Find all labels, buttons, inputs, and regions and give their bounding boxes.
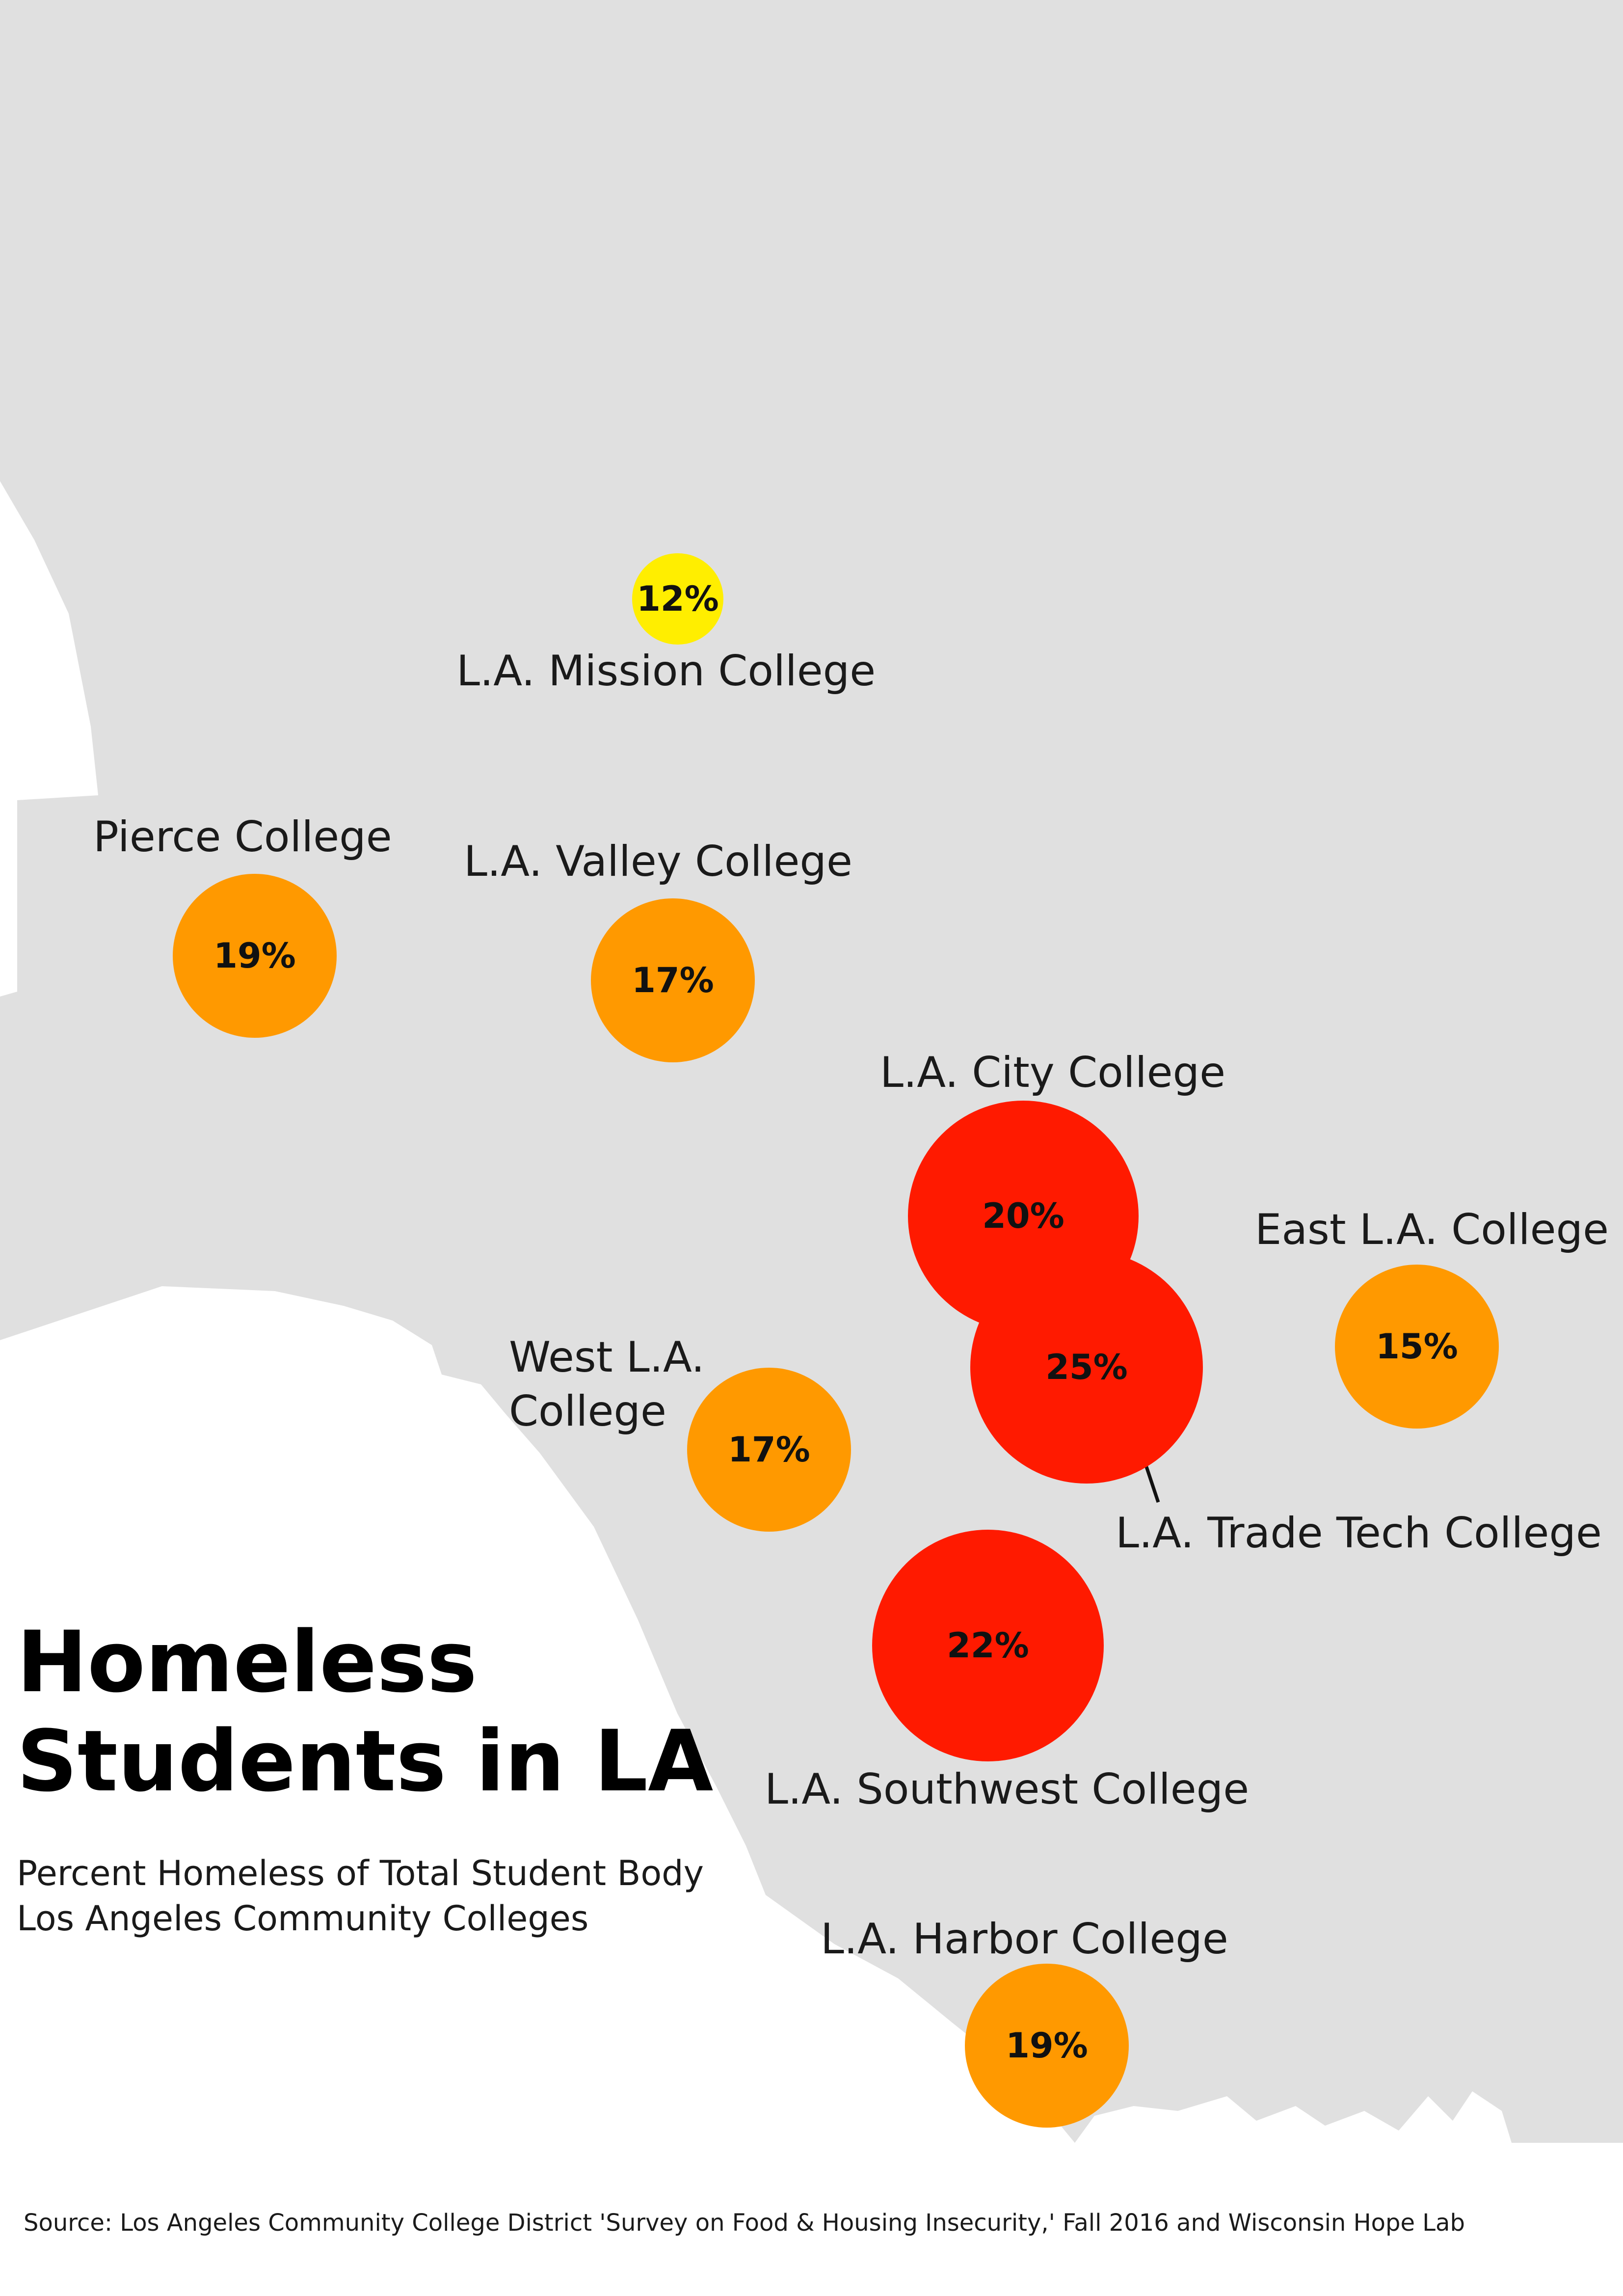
label-southwest: L.A. Southwest College	[765, 1765, 1250, 1814]
label-harbor: L.A. Harbor College	[821, 1915, 1228, 1964]
bubble-trade: 25%	[970, 1251, 1203, 1484]
harbor-coast-detail	[1075, 2091, 1512, 2143]
label-west-line2: College	[509, 1387, 666, 1436]
bubble-harbor: 19%	[965, 1964, 1129, 2128]
page-title: Homeless Students in LA	[17, 1620, 713, 1804]
label-west-line1: West L.A.	[509, 1333, 705, 1382]
bubble-southwest: 22%	[872, 1530, 1104, 1761]
label-pierce: Pierce College	[93, 812, 392, 862]
bubble-pierce: 19%	[173, 874, 337, 1038]
label-trade: L.A. Trade Tech College	[1116, 1509, 1602, 1558]
label-city: L.A. City College	[880, 1048, 1225, 1097]
label-mission: L.A. Mission College	[456, 647, 876, 696]
title-line2: Students in LA	[17, 1712, 714, 1810]
subtitle-line2: Los Angeles Community Colleges	[17, 1898, 589, 1939]
source-note: Source: Los Angeles Community College Di…	[24, 2209, 1465, 2237]
bubble-east: 15%	[1335, 1265, 1499, 1429]
label-east: East L.A. College	[1255, 1205, 1609, 1254]
subtitle-line1: Percent Homeless of Total Student Body	[17, 1853, 704, 1893]
land-area	[0, 0, 1623, 2143]
label-valley: L.A. Valley College	[464, 837, 852, 886]
bubble-valley: 17%	[591, 898, 755, 1062]
bubble-west: 17%	[687, 1368, 851, 1532]
title-line1: Homeless	[17, 1613, 478, 1711]
label-west: West L.A. College	[509, 1330, 705, 1438]
bubble-mission: 12%	[632, 553, 723, 645]
